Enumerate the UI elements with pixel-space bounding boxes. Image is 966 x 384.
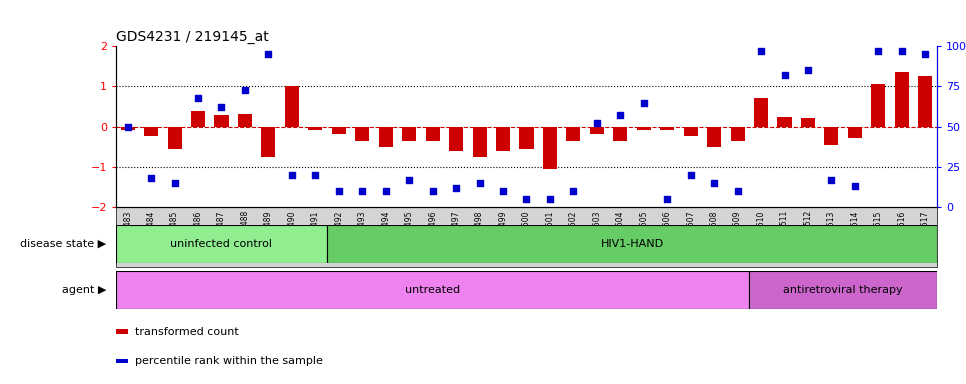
Bar	[214, 116, 229, 127]
Point	[870, 48, 886, 54]
Point	[566, 188, 582, 194]
Point	[238, 86, 253, 93]
Bar	[238, 114, 252, 127]
Bar	[191, 111, 205, 127]
Bar	[590, 127, 604, 134]
Point	[378, 188, 393, 194]
Bar	[144, 127, 158, 136]
Bar	[402, 127, 416, 141]
Bar	[449, 127, 463, 151]
Point	[519, 196, 534, 202]
Point	[307, 172, 323, 178]
Bar	[754, 98, 768, 127]
Point	[448, 185, 464, 191]
Bar	[167, 127, 182, 149]
Point	[777, 72, 792, 78]
Point	[612, 113, 628, 119]
Text: GDS4231 / 219145_at: GDS4231 / 219145_at	[116, 30, 269, 44]
Bar	[543, 127, 557, 169]
Bar	[308, 127, 323, 130]
Point	[355, 188, 370, 194]
Bar	[750, 271, 937, 309]
Bar	[472, 127, 487, 157]
Point	[589, 121, 605, 127]
Text: disease state ▶: disease state ▶	[20, 239, 106, 249]
Text: antiretroviral therapy: antiretroviral therapy	[783, 285, 903, 295]
Point	[730, 188, 746, 194]
Point	[800, 67, 815, 73]
Bar	[379, 127, 393, 147]
Point	[542, 196, 557, 202]
Bar	[262, 127, 275, 157]
Point	[660, 196, 675, 202]
Point	[918, 51, 933, 57]
Bar	[801, 118, 815, 127]
Text: HIV1-HAND: HIV1-HAND	[601, 239, 664, 249]
Bar	[848, 127, 862, 138]
Bar	[426, 127, 440, 141]
Point	[753, 48, 769, 54]
Point	[213, 104, 229, 111]
Point	[261, 51, 276, 57]
Bar	[824, 127, 838, 145]
Bar	[919, 76, 932, 127]
Bar	[116, 271, 750, 309]
Bar	[637, 127, 651, 130]
Bar	[613, 127, 627, 141]
Bar	[121, 127, 134, 130]
Bar	[730, 127, 745, 141]
Point	[636, 99, 651, 106]
Bar	[660, 127, 674, 130]
Point	[143, 175, 158, 181]
Point	[120, 124, 135, 130]
Bar	[496, 127, 510, 151]
Bar	[327, 225, 937, 263]
Text: percentile rank within the sample: percentile rank within the sample	[135, 356, 323, 366]
Bar	[871, 84, 886, 127]
Point	[471, 180, 487, 186]
Bar	[707, 127, 722, 147]
Point	[496, 188, 511, 194]
Bar	[684, 127, 697, 136]
Bar	[520, 127, 533, 149]
Point	[284, 172, 299, 178]
Bar	[566, 127, 581, 141]
Bar	[116, 225, 327, 263]
Point	[167, 180, 183, 186]
Point	[331, 188, 347, 194]
Point	[683, 172, 698, 178]
Bar	[355, 127, 369, 141]
Bar	[285, 86, 298, 127]
Bar	[778, 117, 791, 127]
Bar	[331, 127, 346, 134]
Point	[847, 183, 863, 189]
Text: agent ▶: agent ▶	[62, 285, 106, 295]
Point	[425, 188, 440, 194]
Point	[402, 177, 417, 183]
Point	[706, 180, 722, 186]
Text: transformed count: transformed count	[135, 327, 239, 337]
Point	[895, 48, 910, 54]
Text: uninfected control: uninfected control	[170, 239, 272, 249]
Point	[190, 94, 206, 101]
Bar	[895, 72, 909, 127]
Text: untreated: untreated	[405, 285, 460, 295]
Point	[824, 177, 839, 183]
